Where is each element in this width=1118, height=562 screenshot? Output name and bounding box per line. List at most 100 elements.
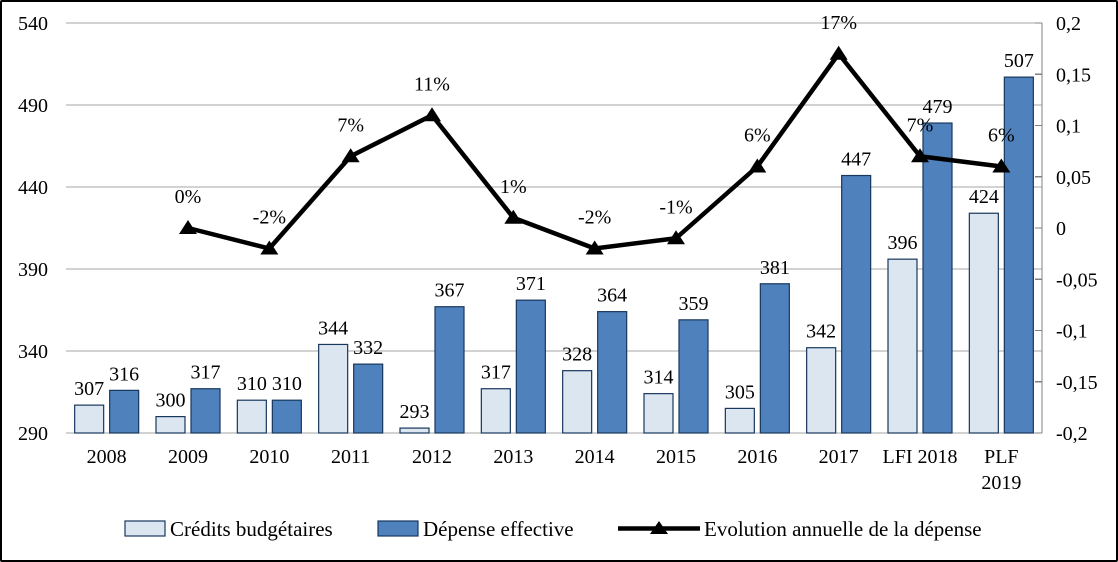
bar-credits-2009 (155, 416, 186, 434)
line-marker-triangle (179, 220, 197, 234)
bar-value-label: 342 (806, 321, 836, 343)
right-axis-tick-label: -0,2 (1056, 423, 1088, 445)
x-axis-category-label: 2016 (737, 446, 777, 468)
left-axis-tick-label: 540 (18, 13, 48, 35)
x-axis-category-label: 2017 (819, 446, 859, 468)
bar-depense-2010 (271, 399, 302, 434)
x-axis-category-label: PLF (984, 446, 1018, 468)
bar-depense-2014 (597, 311, 628, 434)
bar-credits-2015 (643, 393, 674, 434)
evolution-pct-label: 6% (988, 125, 1015, 147)
line-marker-triangle (829, 45, 848, 60)
left-axis-tick-label: 440 (18, 177, 48, 199)
left-axis-tick-label: 490 (18, 95, 48, 117)
bar-value-label: 316 (109, 363, 139, 385)
evolution-pct-label: 0% (175, 186, 202, 208)
bar-value-label: 317 (481, 362, 511, 384)
evolution-pct-label: 7% (337, 114, 364, 136)
bar-value-label: 300 (156, 390, 186, 412)
bar-depense-LFI 2018 (922, 122, 953, 434)
bar-value-label: 424 (969, 186, 999, 208)
x-axis-category-label: 2019 (981, 472, 1021, 494)
bar-credits-2017 (806, 347, 837, 434)
bar-value-label: 344 (318, 317, 348, 339)
bar-value-label: 371 (516, 273, 546, 295)
evolution-pct-label: 17% (820, 12, 857, 34)
line-marker-triangle (911, 148, 929, 163)
evolution-pct-label: -1% (659, 196, 692, 218)
line-marker-triangle (260, 240, 279, 255)
bar-depense-PLF 2019 (1003, 76, 1034, 434)
bar-value-label: 314 (644, 367, 674, 389)
bar-depense-2015 (678, 319, 709, 434)
bar-credits-2013 (480, 388, 511, 434)
line-marker-triangle (423, 107, 441, 122)
bar-value-label: 317 (191, 362, 221, 384)
evolution-pct-label: -2% (578, 207, 611, 229)
bar-credits-LFI 2018 (887, 258, 918, 434)
bar-value-label: 381 (760, 257, 790, 279)
legend-item-evolution-marker-triangle (650, 521, 668, 534)
bar-credits-2011 (318, 343, 349, 434)
bar-value-label: 396 (888, 232, 918, 254)
legend-item-evolution-label: Evolution annuelle de la dépense (704, 517, 982, 541)
bar-depense-2012 (434, 306, 465, 434)
line-marker-triangle (748, 158, 767, 173)
bar-depense-2016 (759, 283, 790, 434)
legend-item-credits-swatch (124, 520, 166, 537)
x-axis-category-label: 2013 (493, 446, 533, 468)
bar-depense-2011 (353, 363, 384, 434)
bar-credits-2010 (236, 399, 267, 434)
bar-credits-PLF 2019 (968, 212, 999, 434)
bar-value-label: 332 (353, 337, 383, 359)
x-axis-category-label: LFI 2018 (883, 446, 958, 468)
evolution-pct-label: 6% (744, 125, 771, 147)
x-axis-category-label: 2010 (249, 446, 289, 468)
line-marker-triangle (341, 148, 360, 163)
bar-value-label: 479 (923, 96, 953, 118)
line-marker-triangle (992, 158, 1011, 173)
x-axis-category-label: 2012 (412, 446, 452, 468)
bar-value-label: 293 (400, 401, 430, 423)
evolution-pct-label: -2% (253, 207, 286, 229)
legend-item-credits-label: Crédits budgétaires (170, 517, 333, 541)
bar-credits-2008 (74, 404, 105, 434)
right-axis-tick-label: 0,1 (1056, 116, 1081, 138)
bar-value-label: 328 (562, 344, 592, 366)
bar-value-label: 364 (597, 285, 627, 307)
left-axis-tick-label: 390 (18, 259, 48, 281)
left-axis-tick-label: 340 (18, 341, 48, 363)
legend-item-depense-swatch (377, 520, 419, 537)
legend-item-depense-label: Dépense effective (423, 517, 574, 541)
bar-credits-2016 (724, 407, 755, 434)
bar-value-label: 305 (725, 381, 755, 403)
x-axis-category-label: 2014 (575, 446, 615, 468)
bar-credits-2012 (399, 427, 430, 434)
bar-depense-2008 (109, 389, 140, 434)
right-axis-tick-label: 0 (1056, 218, 1066, 240)
bar-credits-2014 (562, 370, 593, 434)
line-marker-triangle (585, 240, 604, 255)
right-axis-tick-label: 0,15 (1056, 64, 1091, 86)
left-axis-tick-label: 290 (18, 423, 48, 445)
x-axis-category-label: 2008 (87, 446, 127, 468)
right-axis-tick-label: -0,05 (1056, 269, 1098, 291)
bar-value-label: 507 (1004, 50, 1034, 72)
bar-depense-2017 (841, 174, 872, 434)
bar-depense-2009 (190, 388, 221, 434)
right-axis-tick-label: 0,05 (1056, 167, 1091, 189)
bar-value-label: 310 (237, 373, 267, 395)
bar-value-label: 307 (74, 378, 104, 400)
x-axis-category-label: 2009 (168, 446, 208, 468)
bar-depense-2013 (515, 299, 546, 434)
bar-value-label: 310 (272, 373, 302, 395)
line-marker-triangle (667, 230, 685, 245)
right-axis-tick-label: -0,1 (1056, 321, 1088, 343)
x-axis-category-label: 2011 (331, 446, 370, 468)
bar-value-label: 367 (435, 280, 465, 302)
x-axis-category-label: 2015 (656, 446, 696, 468)
bar-value-label: 359 (679, 293, 709, 315)
evolution-pct-label: 1% (500, 176, 527, 198)
